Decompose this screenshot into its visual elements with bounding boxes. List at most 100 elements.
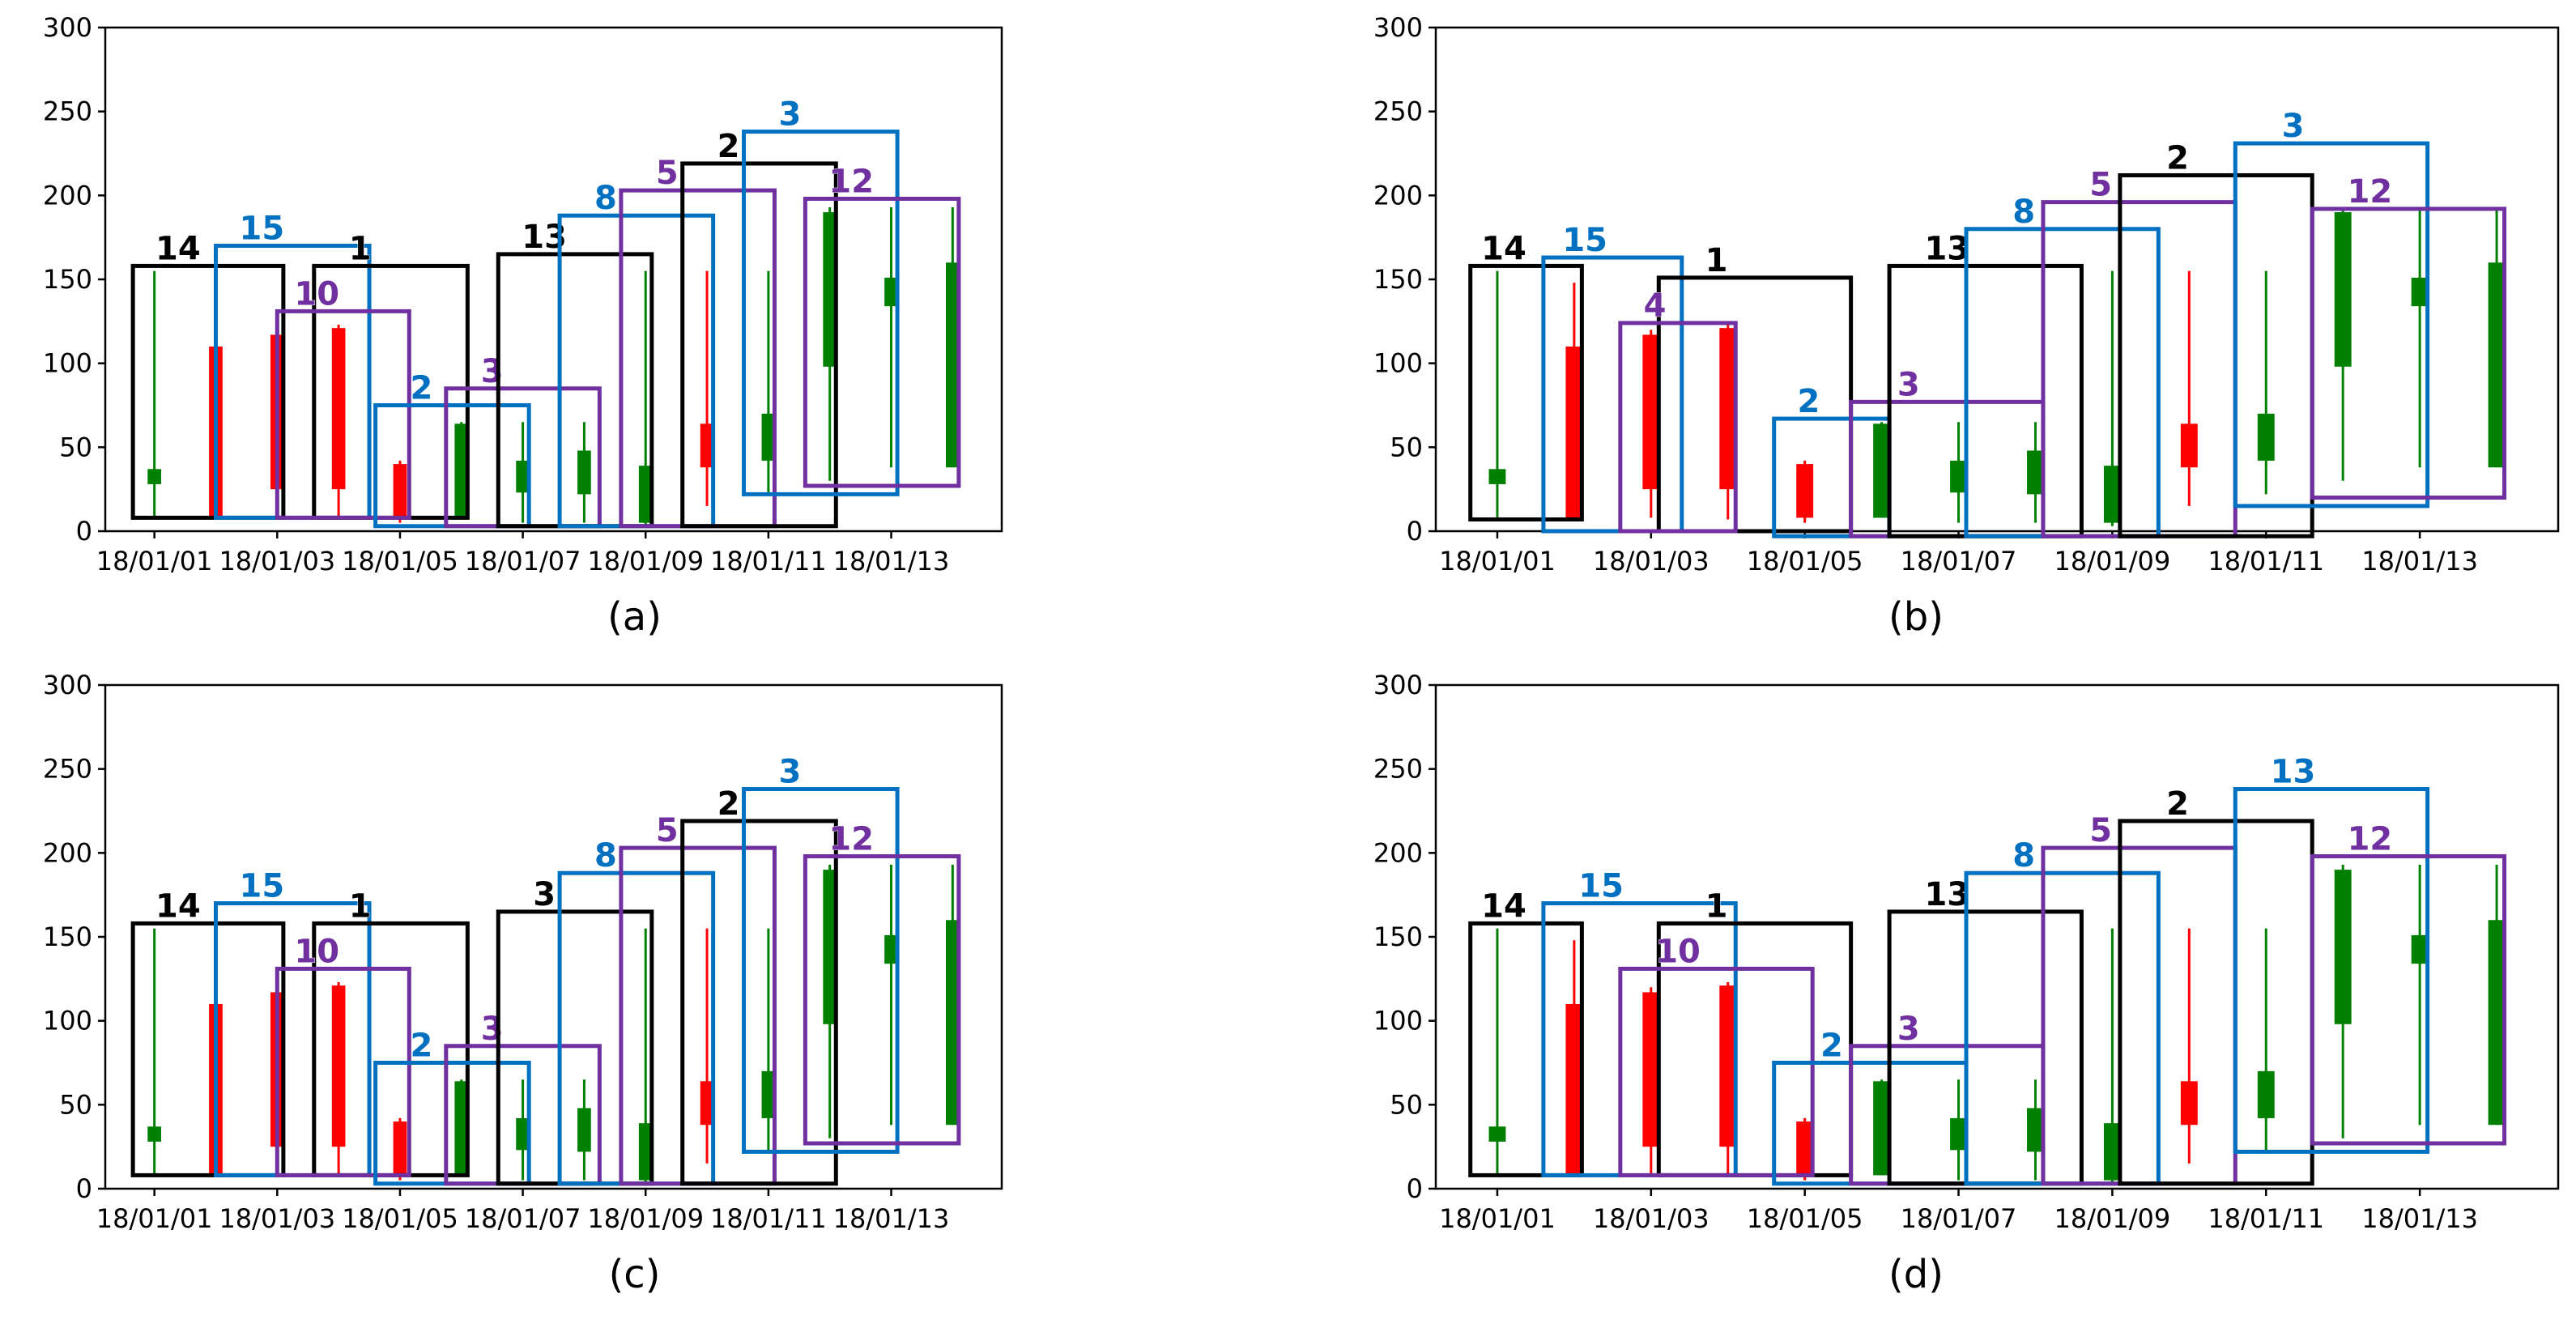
y-tick-label: 100: [43, 348, 92, 379]
y-tick-label: 100: [1373, 1006, 1423, 1036]
panel-caption: (b): [1888, 594, 1944, 640]
x-tick-label: 18/01/13: [2361, 546, 2478, 577]
candle-body: [577, 1108, 591, 1152]
candle-body: [2334, 870, 2352, 1024]
region-box-label: 14: [1481, 887, 1526, 925]
candle-body: [147, 469, 161, 484]
region-box: [1618, 321, 1738, 534]
candle-body: [454, 423, 469, 518]
region-box-label: 2: [1797, 383, 1820, 420]
x-tick-label: 18/01/01: [96, 1203, 213, 1234]
plot-frame: [104, 26, 1003, 533]
candle-body: [1565, 346, 1583, 518]
candle-body: [2103, 466, 2121, 523]
region-box-label: 2: [2166, 139, 2189, 177]
candle-body: [2488, 920, 2506, 1126]
x-tick-label: 18/01/03: [219, 1203, 335, 1234]
region-box-label: 10: [294, 933, 339, 970]
candle-body: [454, 1081, 469, 1176]
x-tick-label: 18/01/09: [2054, 1203, 2171, 1234]
region-box-label: 8: [2012, 194, 2035, 231]
region-box: [803, 853, 961, 1146]
region-box-label: 1: [1705, 242, 1728, 279]
candle-body: [1642, 334, 1660, 490]
y-tick-label: 0: [76, 516, 92, 547]
candle-body: [638, 466, 653, 523]
region-box-label: 5: [2089, 812, 2112, 849]
panel-b: 0 50 100 150 200 250 300 18/01/01 18/01/03 18/01/…: [1373, 12, 2560, 640]
y-tick-label: 50: [1390, 432, 1423, 462]
candle-body: [516, 1117, 530, 1151]
region-box: [742, 787, 900, 1154]
region-box-label: 12: [2348, 820, 2393, 858]
region-box-label: 14: [155, 230, 201, 267]
candle-body: [1796, 1121, 1814, 1176]
candle-body: [2257, 1070, 2275, 1118]
y-tick-label: 150: [1373, 264, 1423, 295]
plot-frame: [1434, 26, 2560, 533]
region-box: [1618, 966, 1815, 1177]
region-box-label: 2: [411, 1028, 433, 1065]
y-tick-label: 150: [1373, 921, 1423, 952]
region-box-label: 8: [594, 837, 617, 875]
region-box-label: 8: [2012, 837, 2035, 875]
region-box-label: 4: [1644, 287, 1667, 325]
candle-body: [1719, 985, 1737, 1147]
region-box: [2041, 200, 2238, 538]
region-box-label: 15: [1562, 222, 1607, 259]
region-box-label: 1: [349, 887, 372, 925]
region-box-label: 15: [240, 868, 285, 905]
region-box-label: 3: [1897, 1011, 1920, 1048]
y-tick-label: 150: [43, 264, 92, 295]
panel-caption: (a): [607, 594, 662, 640]
region-box: [1541, 255, 1684, 534]
x-tick-label: 18/01/03: [219, 546, 335, 577]
candle-body: [823, 212, 837, 367]
region-box-label: 8: [594, 180, 617, 217]
candle-body: [393, 464, 407, 518]
region-box-label: 2: [717, 785, 740, 823]
candle-body: [2488, 262, 2506, 468]
x-tick-label: 18/01/03: [1593, 546, 1710, 577]
region-box: [2118, 819, 2314, 1186]
candle-body: [2103, 1123, 2121, 1181]
candle-body: [1796, 464, 1814, 518]
candle-body: [700, 423, 714, 468]
region-box: [130, 921, 286, 1177]
region-box-label: 13: [1924, 876, 1969, 913]
region-box: [2310, 206, 2507, 500]
region-box-label: 2: [2166, 785, 2189, 823]
y-tick-label: 200: [1373, 837, 1423, 868]
x-tick-label: 18/01/07: [1901, 1203, 2017, 1234]
x-tick-label: 18/01/13: [833, 546, 950, 577]
region-box-label: 13: [1924, 230, 1969, 267]
candle-body: [1719, 328, 1737, 490]
x-tick-label: 18/01/07: [465, 546, 581, 577]
region-box-label: 12: [828, 163, 874, 200]
plot-frame: [104, 683, 1003, 1190]
panel-d: 0 50 100 150 200 250 300 18/01/01 18/01/03 18/01/…: [1373, 670, 2560, 1297]
candle-body: [577, 450, 591, 495]
x-tick-label: 18/01/13: [833, 1203, 950, 1234]
plot-frame: [1434, 683, 2560, 1190]
y-tick-label: 0: [1407, 516, 1423, 547]
candle-body: [331, 328, 346, 490]
region-box: [1656, 275, 1854, 534]
region-box-label: 3: [1897, 366, 1920, 403]
candle-body: [884, 934, 898, 964]
candle-body: [1488, 469, 1506, 484]
candle-body: [884, 277, 898, 307]
region-box-label: 12: [2348, 173, 2393, 211]
region-box: [2233, 787, 2430, 1154]
y-tick-label: 250: [43, 754, 92, 785]
x-tick-label: 18/01/05: [1747, 546, 1863, 577]
y-tick-label: 0: [1407, 1173, 1423, 1204]
region-box: [130, 263, 286, 520]
region-box-label: 5: [2089, 167, 2112, 204]
region-box-label: 5: [656, 155, 679, 192]
region-box: [213, 901, 372, 1177]
candle-body: [761, 413, 776, 461]
candle-body: [1565, 1003, 1583, 1176]
